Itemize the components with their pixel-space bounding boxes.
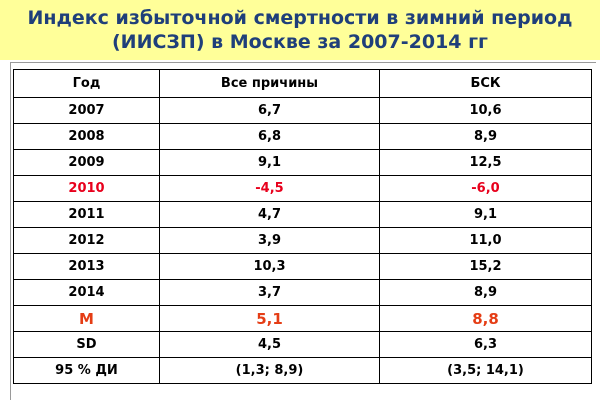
table-header-row: Год Все причины БСК xyxy=(13,69,592,98)
year-cell: 2007 xyxy=(13,97,160,124)
header-year: Год xyxy=(13,69,160,98)
table-row: 2013 10,3 15,2 xyxy=(13,253,592,280)
table-row: 2009 9,1 12,5 xyxy=(13,149,592,176)
year-cell: 2011 xyxy=(13,201,160,228)
mortality-index-table: Год Все причины БСК 2007 6,7 10,6 2008 6,8 8,… xyxy=(13,69,592,384)
year-cell: М xyxy=(13,305,160,332)
title-line-2: (ИИСЗП) в Москве за 2007-2014 гг xyxy=(111,31,488,53)
bsk-cell: -6,0 xyxy=(379,175,592,202)
all-causes-cell: 10,3 xyxy=(159,253,380,280)
all-causes-cell: 4,5 xyxy=(159,331,380,358)
bsk-cell: 8,9 xyxy=(379,123,592,150)
all-causes-cell: 5,1 xyxy=(159,305,380,332)
table-row: 2011 4,7 9,1 xyxy=(13,201,592,228)
all-causes-cell: 3,9 xyxy=(159,227,380,254)
title-band: Индекс избыточной смертности в зимний пе… xyxy=(0,0,600,60)
all-causes-cell: 6,7 xyxy=(159,97,380,124)
all-causes-cell: 4,7 xyxy=(159,201,380,228)
year-cell: SD xyxy=(13,331,160,358)
all-causes-cell: 9,1 xyxy=(159,149,380,176)
year-cell: 2013 xyxy=(13,253,160,280)
bsk-cell: 12,5 xyxy=(379,149,592,176)
table-row: 2010 -4,5 -6,0 xyxy=(13,175,592,202)
table-row: 2008 6,8 8,9 xyxy=(13,123,592,150)
bsk-cell: 6,3 xyxy=(379,331,592,358)
bsk-cell: 11,0 xyxy=(379,227,592,254)
year-cell: 95 % ДИ xyxy=(13,357,160,384)
all-causes-cell: (1,3; 8,9) xyxy=(159,357,380,384)
year-cell: 2008 xyxy=(13,123,160,150)
table-row: 2007 6,7 10,6 xyxy=(13,97,592,124)
all-causes-cell: -4,5 xyxy=(159,175,380,202)
year-cell: 2010 xyxy=(13,175,160,202)
title-line-1: Индекс избыточной смертности в зимний пе… xyxy=(27,7,573,29)
table-row: 95 % ДИ (1,3; 8,9) (3,5; 14,1) xyxy=(13,357,592,384)
year-cell: 2009 xyxy=(13,149,160,176)
bsk-cell: 9,1 xyxy=(379,201,592,228)
all-causes-cell: 3,7 xyxy=(159,279,380,306)
bsk-cell: 15,2 xyxy=(379,253,592,280)
all-causes-cell: 6,8 xyxy=(159,123,380,150)
bsk-cell: (3,5; 14,1) xyxy=(379,357,592,384)
header-bsk: БСК xyxy=(379,69,592,98)
table-row: SD 4,5 6,3 xyxy=(13,331,592,358)
header-all-causes: Все причины xyxy=(159,69,380,98)
content-frame xyxy=(10,62,596,400)
bsk-cell: 8,8 xyxy=(379,305,592,332)
bsk-cell: 8,9 xyxy=(379,279,592,306)
bsk-cell: 10,6 xyxy=(379,97,592,124)
year-cell: 2014 xyxy=(13,279,160,306)
table-row: 2014 3,7 8,9 xyxy=(13,279,592,306)
table-row: 2012 3,9 11,0 xyxy=(13,227,592,254)
table-row: М 5,1 8,8 xyxy=(13,305,592,332)
year-cell: 2012 xyxy=(13,227,160,254)
